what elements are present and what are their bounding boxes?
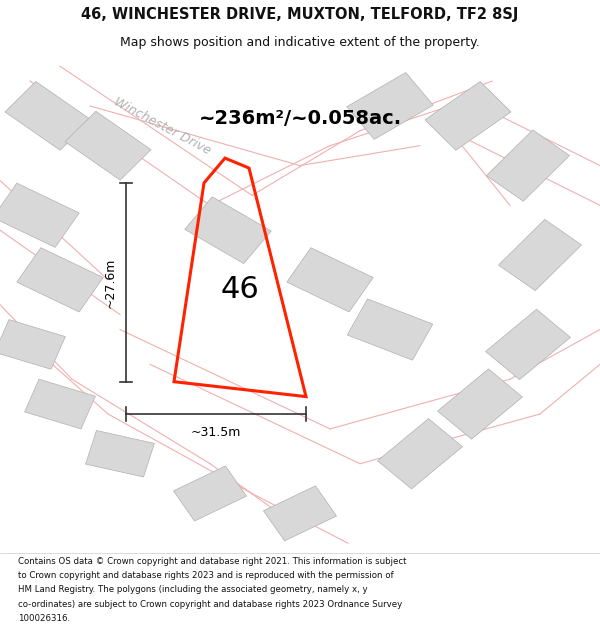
Text: HM Land Registry. The polygons (including the associated geometry, namely x, y: HM Land Registry. The polygons (includin… <box>18 586 368 594</box>
Polygon shape <box>287 248 373 312</box>
Polygon shape <box>173 466 247 521</box>
Text: ~236m²/~0.058ac.: ~236m²/~0.058ac. <box>199 109 401 128</box>
Polygon shape <box>0 183 79 248</box>
Polygon shape <box>425 81 511 150</box>
Polygon shape <box>347 299 433 360</box>
Polygon shape <box>347 72 433 139</box>
Polygon shape <box>185 197 271 264</box>
Polygon shape <box>86 431 154 477</box>
Polygon shape <box>437 369 523 439</box>
Polygon shape <box>499 219 581 291</box>
Polygon shape <box>17 248 103 312</box>
Text: ~31.5m: ~31.5m <box>191 426 241 439</box>
Polygon shape <box>25 379 95 429</box>
Text: Contains OS data © Crown copyright and database right 2021. This information is : Contains OS data © Crown copyright and d… <box>18 557 407 566</box>
Polygon shape <box>0 319 65 369</box>
Text: 46: 46 <box>221 275 259 304</box>
Text: Map shows position and indicative extent of the property.: Map shows position and indicative extent… <box>120 36 480 49</box>
Polygon shape <box>65 111 151 180</box>
Text: 46, WINCHESTER DRIVE, MUXTON, TELFORD, TF2 8SJ: 46, WINCHESTER DRIVE, MUXTON, TELFORD, T… <box>82 6 518 21</box>
Polygon shape <box>487 130 569 201</box>
Text: ~27.6m: ~27.6m <box>104 257 117 308</box>
Polygon shape <box>485 309 571 379</box>
Polygon shape <box>5 81 91 150</box>
Text: Winchester Drive: Winchester Drive <box>112 95 212 157</box>
Text: 100026316.: 100026316. <box>18 614 70 623</box>
Text: to Crown copyright and database rights 2023 and is reproduced with the permissio: to Crown copyright and database rights 2… <box>18 571 394 580</box>
Polygon shape <box>263 486 337 541</box>
Text: co-ordinates) are subject to Crown copyright and database rights 2023 Ordnance S: co-ordinates) are subject to Crown copyr… <box>18 600 402 609</box>
Polygon shape <box>377 419 463 489</box>
